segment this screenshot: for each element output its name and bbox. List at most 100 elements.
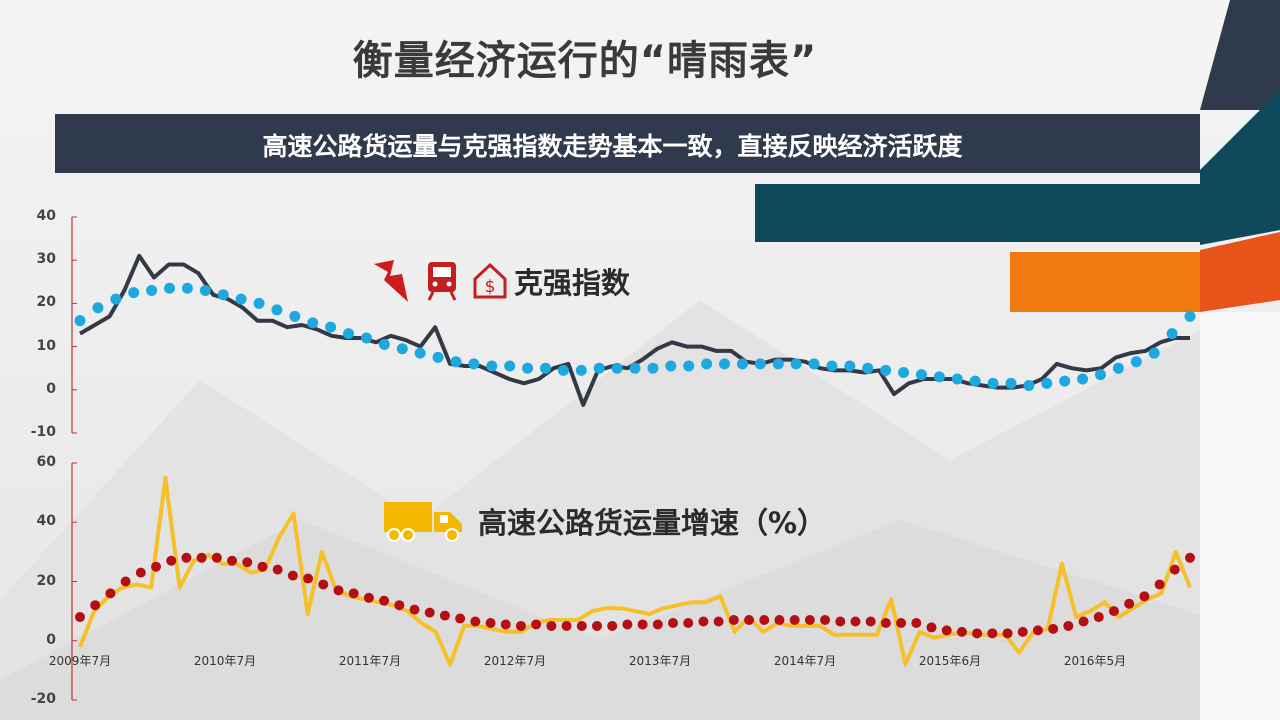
keqiang-trend-dot	[557, 364, 569, 376]
keqiang-trend-dot	[199, 284, 211, 296]
freight-trend-dot	[196, 552, 207, 563]
freight-trend-dot	[713, 616, 724, 627]
freight-trend-dot	[1108, 606, 1119, 617]
keqiang-trend-dot	[522, 362, 534, 374]
keqiang-trend-dot	[808, 358, 820, 370]
keqiang-trend-dot	[110, 293, 122, 305]
keqiang-trend-dot	[450, 356, 462, 368]
freight-trend-dot	[576, 620, 587, 631]
keqiang-trend-dot	[719, 358, 731, 370]
keqiang-trend-dot	[1094, 369, 1106, 381]
y-tick-label: 40	[36, 513, 56, 530]
keqiang-trend-dot	[468, 358, 480, 370]
freight-trend-dot	[242, 557, 253, 568]
freight-trend-dot	[272, 564, 283, 575]
teal-bar	[755, 184, 1200, 242]
truck-icon	[384, 502, 462, 542]
keqiang-trend-dot	[343, 328, 355, 340]
freight-trend-dot	[591, 620, 602, 631]
freight-trend-dot	[1078, 616, 1089, 627]
keqiang-trend-dot	[74, 315, 86, 327]
keqiang-trend-dot	[987, 377, 999, 389]
freight-trend-dot	[607, 620, 618, 631]
mountain-shape	[0, 520, 1280, 720]
legend-label: 高速公路货运量增速（%）	[478, 506, 827, 540]
y-tick-label: 60	[36, 454, 56, 470]
freight-trend-dot	[880, 617, 891, 628]
freight-trend-dot	[744, 615, 755, 626]
house-dollar-icon: $	[473, 262, 507, 299]
keqiang-trend-dot	[432, 351, 444, 363]
freight-trend-dot	[257, 561, 268, 572]
keqiang-trend-dot	[1130, 356, 1142, 368]
freight-trend-dot	[211, 552, 222, 563]
freight-trend-dot	[485, 617, 496, 628]
keqiang-trend-dot	[539, 362, 551, 374]
freight-trend-dot	[926, 622, 937, 633]
keqiang-trend-dot	[683, 360, 695, 372]
y-tick-label: 20	[36, 572, 56, 589]
freight-trend-dot	[865, 616, 876, 627]
freight-trend-dot	[668, 617, 679, 628]
keqiang-trend-dot	[915, 369, 927, 381]
y-tick-label: 0	[46, 631, 56, 648]
keqiang-trend-dot	[92, 302, 104, 314]
y-tick-label: 10	[36, 337, 56, 354]
keqiang-trend-dot	[951, 373, 963, 385]
keqiang-trend-dot	[325, 321, 337, 333]
keqiang-trend-dot	[1059, 375, 1071, 387]
keqiang-trend-dot	[217, 289, 229, 301]
freight-trend-dot	[151, 561, 162, 572]
banner-text: 高速公路货运量与克强指数走势基本一致，直接反映经济活跃度	[262, 132, 963, 161]
keqiang-trend-dot	[772, 358, 784, 370]
y-tick-label: -20	[30, 691, 56, 707]
freight-trend-dot	[1185, 552, 1195, 563]
x-tick-label: 2012年7月	[483, 654, 547, 668]
keqiang-trend-dot	[271, 304, 283, 316]
freight-trend-dot	[363, 592, 374, 603]
freight-trend-dot	[135, 567, 146, 578]
keqiang-trend-dot	[629, 362, 641, 374]
freight-trend-dot	[728, 615, 739, 626]
y-tick-label: 30	[36, 251, 56, 268]
freight-trend-dot	[1154, 579, 1165, 590]
freight-trend-dot	[637, 619, 648, 630]
x-tick-label: 2009年7月	[48, 654, 112, 668]
freight-trend-dot	[1124, 598, 1135, 609]
keqiang-trend-dot	[307, 317, 319, 329]
freight-trend-dot	[820, 615, 831, 626]
decor-stripe	[1200, 0, 1280, 110]
freight-trend-dot	[379, 595, 390, 606]
legend-freight: 高速公路货运量增速（%）	[382, 500, 826, 542]
freight-trend-dot	[531, 619, 542, 630]
keqiang-trend-dot	[611, 362, 623, 374]
orange-bar	[1010, 252, 1200, 312]
keqiang-trend-dot	[754, 358, 766, 370]
decor-panel	[1200, 312, 1280, 720]
freight-trend-dot	[759, 615, 770, 626]
keqiang-trend-dot	[378, 338, 390, 350]
keqiang-trend-dot	[701, 358, 713, 370]
freight-trend-dot	[683, 617, 694, 628]
freight-trend-dot	[804, 615, 815, 626]
keqiang-trend-dot	[933, 371, 945, 383]
freight-trend-dot	[424, 607, 435, 618]
freight-trend-dot	[1093, 612, 1104, 623]
freight-trend-dot	[698, 616, 709, 627]
keqiang-trend-dot	[647, 362, 659, 374]
freight-trend-dot	[850, 616, 861, 627]
freight-trend-dot	[622, 619, 633, 630]
freight-trend-dot	[409, 604, 420, 615]
keqiang-trend-dot	[790, 358, 802, 370]
freight-trend-dot	[333, 585, 344, 596]
keqiang-trend-dot	[396, 343, 408, 355]
keqiang-index-line	[78, 253, 1190, 407]
freight-trend-dot	[1017, 626, 1028, 637]
decor-stripe	[1200, 90, 1280, 245]
freight-trend-dot	[120, 576, 131, 587]
freight-trend-dot	[303, 573, 314, 584]
keqiang-trend-dot	[181, 282, 193, 294]
freight-trend-dot	[546, 620, 557, 631]
freight-trend-dot	[561, 620, 572, 631]
